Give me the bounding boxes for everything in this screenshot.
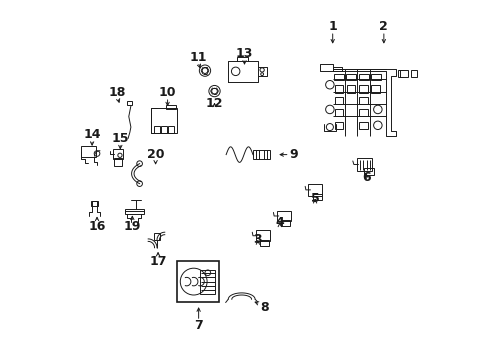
- Text: 15: 15: [111, 132, 129, 145]
- Bar: [168, 126, 173, 134]
- Bar: [334, 97, 343, 104]
- Bar: [359, 85, 367, 93]
- Bar: [113, 149, 123, 159]
- Bar: [312, 194, 321, 200]
- Text: 10: 10: [159, 86, 176, 99]
- Text: 12: 12: [205, 96, 223, 109]
- Bar: [334, 109, 343, 117]
- Text: 4: 4: [275, 216, 284, 229]
- Bar: [346, 85, 355, 93]
- Bar: [124, 208, 144, 213]
- Bar: [358, 74, 368, 80]
- Bar: [359, 109, 367, 117]
- Bar: [200, 270, 215, 294]
- Text: 14: 14: [83, 129, 101, 141]
- Text: 8: 8: [260, 301, 269, 314]
- Bar: [356, 158, 372, 171]
- Text: 6: 6: [361, 171, 370, 184]
- Bar: [281, 220, 289, 226]
- Text: 19: 19: [123, 220, 141, 233]
- Bar: [333, 74, 343, 80]
- Text: 1: 1: [327, 20, 336, 33]
- Bar: [359, 97, 367, 104]
- Text: 5: 5: [310, 192, 319, 205]
- Bar: [256, 230, 269, 241]
- Bar: [334, 85, 343, 93]
- Text: 17: 17: [149, 255, 166, 268]
- Bar: [260, 240, 268, 246]
- Bar: [90, 201, 98, 206]
- Text: 11: 11: [189, 51, 206, 64]
- Bar: [334, 122, 343, 129]
- Bar: [150, 108, 177, 134]
- Bar: [346, 74, 355, 80]
- Text: 13: 13: [235, 47, 253, 60]
- Bar: [154, 126, 159, 134]
- Bar: [307, 184, 322, 195]
- Bar: [370, 85, 379, 93]
- Bar: [398, 70, 407, 77]
- Bar: [127, 101, 132, 105]
- Bar: [252, 150, 269, 159]
- Text: 18: 18: [109, 86, 126, 99]
- Text: 16: 16: [88, 220, 105, 233]
- Bar: [161, 126, 166, 134]
- Text: 2: 2: [379, 20, 387, 33]
- Text: 20: 20: [146, 148, 164, 161]
- Bar: [177, 261, 218, 302]
- Bar: [410, 70, 416, 77]
- Bar: [114, 158, 122, 166]
- Bar: [277, 211, 290, 221]
- Bar: [364, 168, 373, 175]
- Bar: [165, 104, 176, 109]
- Text: 3: 3: [253, 234, 262, 247]
- Bar: [359, 122, 367, 129]
- Bar: [81, 146, 96, 157]
- Bar: [154, 233, 160, 240]
- Bar: [370, 74, 380, 80]
- Text: 7: 7: [194, 319, 203, 332]
- Text: 9: 9: [289, 148, 298, 161]
